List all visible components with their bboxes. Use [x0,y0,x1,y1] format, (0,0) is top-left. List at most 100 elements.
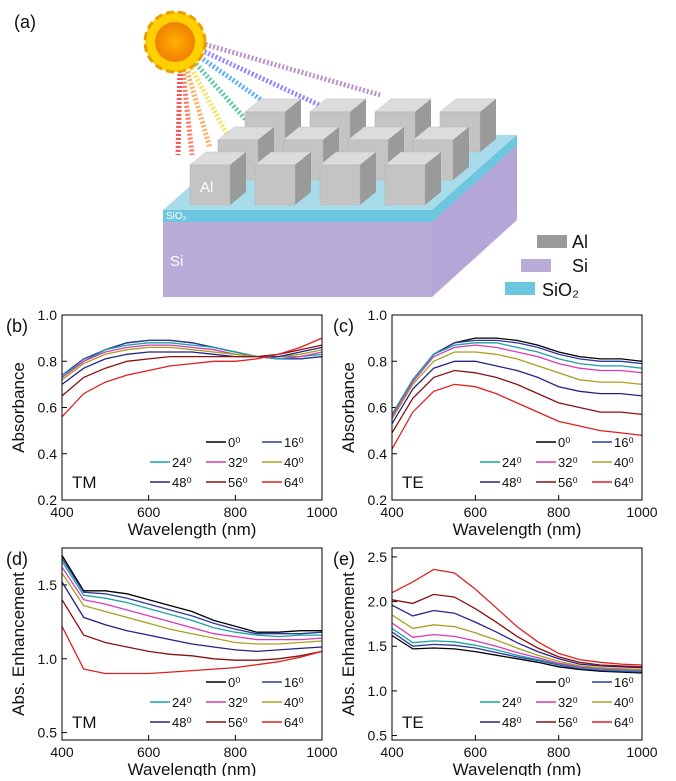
legend-label: 24⁰ [172,455,192,470]
y-tick-label: 0.8 [38,353,58,369]
y-tick-label: 1.5 [368,638,388,654]
legend-label: 64⁰ [284,475,304,490]
x-tick-label: 800 [224,504,248,520]
legend-label: 0⁰ [228,435,240,450]
y-tick-label: 1.0 [38,651,58,667]
legend-label: 0⁰ [228,675,240,690]
series-line [392,569,642,665]
y-axis-label: Absorbance [9,362,28,453]
legend-label: 24⁰ [502,695,522,710]
x-axis-label: Wavelength (nm) [453,520,582,539]
series-line [392,371,642,433]
legend-label: 32⁰ [558,455,578,470]
legend-label: 40⁰ [284,695,304,710]
x-tick-label: 800 [224,744,248,760]
legend-label: 16⁰ [284,435,304,450]
y-tick-label: 1.5 [38,577,58,593]
legend-label: 40⁰ [284,455,304,470]
annotation: TE [402,473,424,492]
panel-label: (c) [333,316,354,336]
x-tick-label: 800 [547,744,571,760]
legend-label: 56⁰ [558,715,578,730]
y-tick-label: 0.6 [38,400,58,416]
legend-label: 56⁰ [228,715,248,730]
panel-label: (b) [6,316,28,336]
panel-label: (e) [333,549,355,569]
y-tick-label: 0.2 [38,492,58,508]
y-axis-label: Abs. Enhancement [9,572,28,716]
oxide-label: SiO₂ [166,211,187,222]
legend-label: 48⁰ [172,475,192,490]
legend-label: Si [572,256,588,276]
legend-label: SiO₂ [542,280,579,300]
x-tick-label: 1000 [626,744,657,760]
x-tick-label: 400 [380,744,404,760]
legend-label: 64⁰ [614,475,634,490]
y-tick-label: 1.0 [368,683,388,699]
series-line [392,594,642,666]
legend-label: 32⁰ [558,695,578,710]
legend-label: 64⁰ [614,715,634,730]
x-tick-label: 1000 [306,744,337,760]
figure: (a) Al SiO₂ Si Al Si SiO₂ (b) 400 600 800 10… [0,0,676,776]
x-tick-label: 600 [137,504,161,520]
y-tick-label: 1.0 [368,307,388,323]
legend-label: 16⁰ [614,675,634,690]
series-line [62,558,322,633]
legend-label: 40⁰ [614,695,634,710]
annotation: TE [402,713,424,732]
legend-label: 48⁰ [172,715,192,730]
legend-label: 48⁰ [502,715,522,730]
series-line [392,338,642,417]
cube-label: Al [200,179,213,196]
y-tick-label: 0.8 [368,353,388,369]
legend-label: 0⁰ [558,675,570,690]
x-axis-label: Wavelength (nm) [128,520,257,539]
y-tick-label: 2.0 [368,594,388,610]
sun [145,12,205,72]
legend-label: 56⁰ [558,475,578,490]
legend-label: 16⁰ [614,435,634,450]
y-tick-label: 0.5 [368,728,388,744]
legend-swatch [521,259,551,272]
legend-label: 24⁰ [172,695,192,710]
series-line [62,567,322,639]
legend-label: 32⁰ [228,695,248,710]
y-tick-label: 1.0 [38,307,58,323]
y-tick-label: 0.2 [368,492,388,508]
series-line [62,600,322,661]
substrate-label: Si [170,253,183,270]
series-line [392,343,642,415]
legend-label: 32⁰ [228,455,248,470]
series-line [62,561,322,636]
legend-label: 48⁰ [502,475,522,490]
x-tick-label: 400 [50,744,74,760]
x-tick-label: 800 [547,504,571,520]
y-tick-label: 2.5 [368,549,388,565]
x-axis-label: Wavelength (nm) [128,760,257,776]
y-tick-label: 0.6 [368,400,388,416]
legend-swatch [505,282,535,295]
legend-label: 56⁰ [228,475,248,490]
legend-swatch [537,235,567,248]
y-axis-label: Absorbance [339,362,358,453]
legend-label: 64⁰ [284,715,304,730]
y-tick-label: 0.4 [38,446,58,462]
legend-label: 40⁰ [614,455,634,470]
annotation: TM [72,713,97,732]
panel-label: (a) [14,12,36,32]
x-tick-label: 1000 [626,504,657,520]
panel-label: (d) [6,549,28,569]
x-tick-label: 600 [464,744,488,760]
plot-frame [392,548,642,740]
x-tick-label: 600 [464,504,488,520]
annotation: TM [72,473,97,492]
y-tick-label: 0.5 [38,725,58,741]
legend-label: 16⁰ [284,675,304,690]
legend-label: 24⁰ [502,455,522,470]
legend-label: Al [572,232,588,252]
x-axis-label: Wavelength (nm) [453,760,582,776]
y-axis-label: Abs. Enhancement [339,572,358,716]
x-tick-label: 1000 [306,504,337,520]
x-tick-label: 600 [137,744,161,760]
